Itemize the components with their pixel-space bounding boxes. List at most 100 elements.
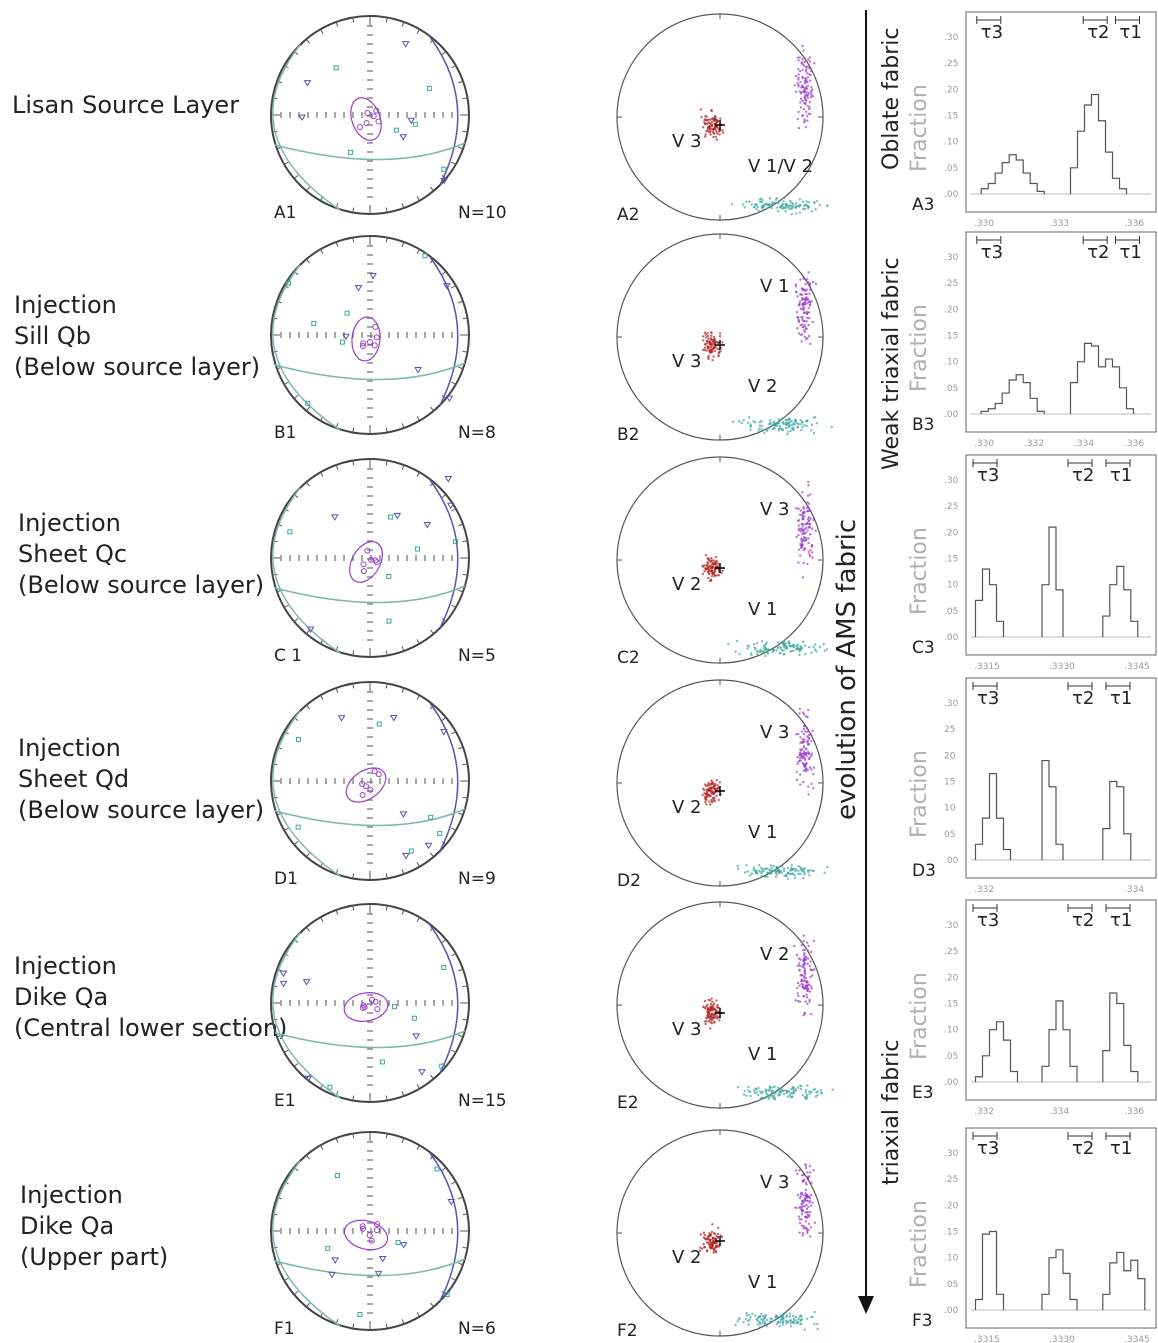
density-point bbox=[736, 1320, 739, 1323]
density-point bbox=[799, 101, 802, 104]
density-point bbox=[764, 1090, 767, 1094]
rim-tick bbox=[401, 423, 405, 429]
kmin-symbol bbox=[354, 285, 363, 292]
row-label-3: Injection Sheet Qc (Below source layer) bbox=[18, 508, 264, 601]
density-point bbox=[781, 1323, 784, 1326]
rim-tick bbox=[352, 17, 355, 23]
kmax-symbol bbox=[348, 149, 354, 155]
y-tick-label: 10 bbox=[944, 804, 956, 814]
density-point bbox=[806, 1231, 809, 1235]
density-point bbox=[745, 1311, 748, 1315]
density-point bbox=[757, 863, 761, 867]
density-point bbox=[811, 88, 814, 92]
density-point bbox=[807, 58, 810, 62]
density-point bbox=[803, 873, 806, 876]
density-point bbox=[759, 870, 762, 874]
x-tick-label: .3330 bbox=[1049, 1335, 1075, 1343]
density-annotation: V 3 bbox=[672, 1019, 702, 1040]
density-point bbox=[804, 1192, 807, 1195]
kmax-symbol bbox=[453, 539, 459, 545]
density-point bbox=[808, 283, 811, 286]
tau-label: τ2 bbox=[1072, 910, 1094, 931]
density-point bbox=[708, 1015, 712, 1018]
density-point bbox=[764, 875, 767, 879]
density-point bbox=[761, 1096, 764, 1100]
density-point bbox=[757, 209, 760, 213]
density-point bbox=[718, 133, 721, 136]
density-point bbox=[765, 648, 768, 651]
density-point bbox=[804, 955, 808, 959]
density-point bbox=[711, 359, 714, 362]
density-point bbox=[798, 1221, 802, 1225]
density-plot-3: V 2 V 1 V 3 C2 bbox=[616, 456, 829, 668]
row-label-line: Lisan Source Layer bbox=[12, 91, 240, 119]
histogram-bars bbox=[974, 568, 1005, 637]
density-point bbox=[806, 529, 809, 532]
density-point bbox=[698, 1249, 702, 1252]
histogram-bars bbox=[980, 154, 1045, 194]
histogram-label: A3 bbox=[912, 195, 934, 215]
density-point bbox=[804, 715, 808, 718]
density-point bbox=[765, 1318, 769, 1322]
density-point bbox=[809, 1226, 813, 1229]
kmin-symbol bbox=[442, 283, 451, 290]
rim-tick bbox=[385, 237, 388, 243]
density-point bbox=[808, 1197, 812, 1200]
density-point bbox=[811, 1315, 814, 1319]
density-point bbox=[705, 798, 708, 801]
density-point bbox=[801, 293, 804, 296]
kmin-symbol bbox=[342, 333, 350, 341]
y-tick-label: .20 bbox=[944, 305, 959, 315]
x-tick-label: .334 bbox=[1074, 439, 1094, 449]
density-point bbox=[708, 800, 711, 803]
kint-symbol bbox=[359, 342, 366, 349]
density-point bbox=[797, 524, 801, 527]
density-point bbox=[794, 290, 798, 293]
density-point bbox=[768, 197, 772, 200]
y-tick-label: .30 bbox=[944, 921, 959, 931]
density-point bbox=[778, 1089, 781, 1093]
density-point bbox=[806, 84, 810, 88]
y-axis-label: Fraction bbox=[907, 304, 932, 392]
row-label-line: (Central lower section) bbox=[14, 1014, 288, 1042]
kint-symbol bbox=[373, 1227, 380, 1234]
stereonet-6: F1 N=6 bbox=[270, 1131, 496, 1339]
density-point bbox=[784, 210, 787, 213]
density-point bbox=[803, 60, 807, 64]
density-point bbox=[699, 1233, 703, 1236]
density-point bbox=[790, 864, 794, 867]
density-point bbox=[789, 1324, 793, 1328]
density-point bbox=[779, 869, 782, 873]
tau-label: τ3 bbox=[981, 242, 1003, 263]
density-point bbox=[802, 711, 805, 714]
density-point bbox=[761, 1315, 765, 1318]
row-label-2: Injection Sill Qb (Below source layer) bbox=[14, 290, 260, 383]
density-point bbox=[715, 125, 718, 129]
y-tick-label: .00 bbox=[944, 190, 959, 200]
density-point bbox=[803, 335, 807, 339]
tau-bracket bbox=[1105, 682, 1131, 690]
stereonet-label: F1 bbox=[274, 1319, 295, 1339]
row-label-5: Injection Dike Qa (Central lower section) bbox=[14, 951, 287, 1044]
evolution-arrow-head bbox=[858, 1296, 874, 1314]
density-point bbox=[761, 206, 764, 209]
fabric-stage-label: triaxial fabric bbox=[879, 1040, 904, 1185]
density-point bbox=[707, 572, 711, 576]
rim-tick bbox=[335, 241, 339, 247]
density-point bbox=[800, 1209, 804, 1212]
density-point bbox=[704, 133, 707, 136]
rim-tick bbox=[441, 1166, 447, 1171]
density-point bbox=[746, 1319, 750, 1323]
density-point bbox=[804, 1091, 808, 1094]
density-point bbox=[710, 997, 713, 1000]
rim-tick bbox=[430, 186, 435, 192]
density-point bbox=[711, 1000, 714, 1004]
density-point bbox=[804, 1166, 808, 1170]
rim-tick bbox=[458, 1196, 464, 1200]
kint-symbol bbox=[370, 113, 377, 120]
y-tick-label: .30 bbox=[944, 699, 959, 709]
density-point bbox=[770, 866, 774, 870]
density-point bbox=[749, 428, 752, 431]
density-annotation: V 2 bbox=[760, 944, 790, 965]
kint-symbol bbox=[367, 786, 374, 793]
